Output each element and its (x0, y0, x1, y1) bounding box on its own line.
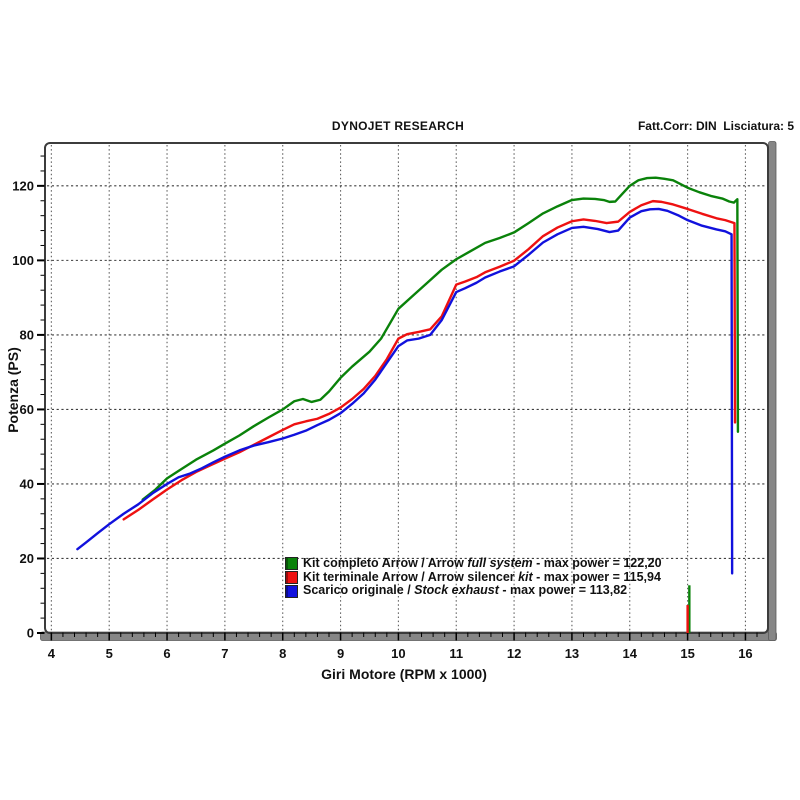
y-tick-label-100: 100 (12, 253, 34, 268)
legend-swatch-red (285, 571, 298, 585)
x-axis-title: Giri Motore (RPM x 1000) (321, 666, 487, 682)
x-tick-label-15: 15 (680, 646, 694, 661)
legend-item-full-system: Kit completo Arrow / Arrow full system -… (285, 556, 662, 571)
x-tick-label-14: 14 (623, 646, 638, 661)
legend-swatch-green (285, 557, 298, 571)
legend-label: Kit completo Arrow / Arrow full system -… (303, 556, 662, 570)
legend-item-stock-exhaust: Scarico originale / Stock exhaust - max … (285, 584, 662, 598)
x-tick-label-6: 6 (163, 646, 170, 661)
legend: Kit completo Arrow / Arrow full system -… (285, 556, 662, 598)
legend-item-silencer-kit: Kit terminale Arrow / Arrow silencer kit… (285, 569, 662, 585)
y-tick-label-60: 60 (20, 402, 34, 417)
legend-swatch-blue (285, 584, 298, 598)
y-tick-label-40: 40 (20, 476, 34, 491)
x-tick-label-11: 11 (449, 646, 463, 661)
y-tick-label-80: 80 (20, 327, 34, 342)
x-tick-label-4: 4 (48, 646, 56, 661)
power-curve-1 (122, 199, 737, 521)
chart-title: DYNOJET RESEARCH (331, 119, 465, 133)
x-tick-label-9: 9 (337, 646, 344, 661)
correction-info: Fatt.Corr: DIN Lisciatura: 5 (637, 119, 794, 133)
power-curve-0 (141, 176, 740, 501)
x-tick-label-8: 8 (279, 646, 286, 661)
y-axis-title: Potenza (PS) (5, 347, 21, 433)
x-tick-label-16: 16 (738, 646, 752, 661)
legend-label: Scarico originale / Stock exhaust - max … (303, 583, 628, 598)
x-tick-label-7: 7 (221, 646, 228, 661)
right-frame-bar (768, 141, 777, 641)
x-tick-label-10: 10 (391, 646, 405, 661)
y-tick-label-20: 20 (20, 551, 34, 566)
legend-label: Kit terminale Arrow / Arrow silencer kit… (303, 569, 661, 584)
y-tick-label-0: 0 (27, 626, 34, 641)
x-tick-label-13: 13 (565, 646, 579, 661)
x-tick-label-5: 5 (106, 646, 113, 661)
x-tick-label-12: 12 (507, 646, 521, 661)
y-tick-label-120: 120 (12, 178, 34, 193)
power-curve-2 (76, 207, 734, 575)
plot-border (44, 142, 769, 634)
